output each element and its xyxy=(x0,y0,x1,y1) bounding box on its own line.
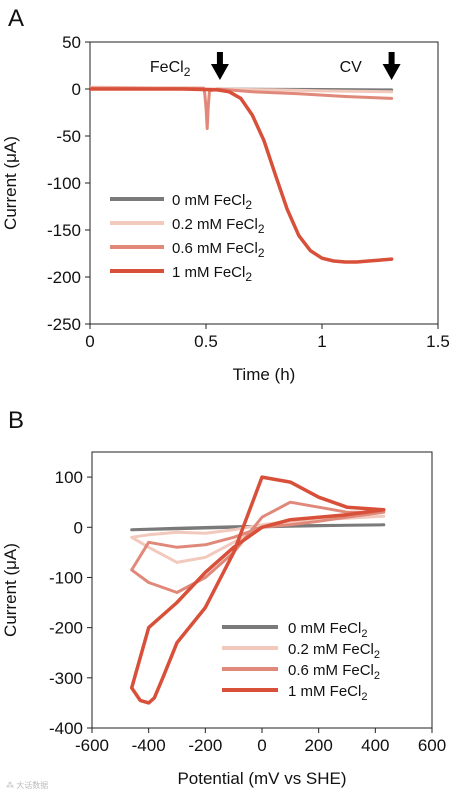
panel-label: A xyxy=(8,5,24,32)
legend-label-1: 0.2 mM FeCl2 xyxy=(288,641,380,661)
x-tick-label: -400 xyxy=(132,736,166,755)
legend-label-2: 0.6 mM FeCl2 xyxy=(172,240,265,260)
x-tick-label: -200 xyxy=(188,736,222,755)
x-tick-label: 0 xyxy=(257,736,266,755)
legend-label-3: 1 mM FeCl2 xyxy=(288,683,367,703)
y-tick-label: -200 xyxy=(49,619,83,638)
y-tick-label: 0 xyxy=(74,518,83,537)
legend-label-1: 0.2 mM FeCl2 xyxy=(172,216,265,236)
y-tick-label: -200 xyxy=(47,268,81,287)
y-axis-label: Current (μA) xyxy=(1,136,20,230)
panel-label: B xyxy=(8,407,24,434)
legend-label-0: 0 mM FeCl2 xyxy=(172,192,252,212)
annotation-label-1: CV xyxy=(340,59,363,76)
x-axis-label: Potential (mV vs SHE) xyxy=(177,769,346,788)
annotation-arrow xyxy=(382,52,401,80)
series-line-1 xyxy=(130,514,386,564)
y-tick-label: 0 xyxy=(72,80,81,99)
legend-label-3: 1 mM FeCl2 xyxy=(172,264,252,284)
y-tick-label: -250 xyxy=(47,315,81,334)
x-tick-label: 1.5 xyxy=(426,332,450,351)
annotation-label-0: FeCl2 xyxy=(150,59,191,79)
legend-label-2: 0.6 mM FeCl2 xyxy=(288,662,380,682)
series-line-3 xyxy=(129,475,386,705)
watermark: ⁂ 大话数据 xyxy=(6,780,48,790)
y-tick-label: -150 xyxy=(47,221,81,240)
series-line-3 xyxy=(90,87,394,264)
x-tick-label: 400 xyxy=(361,736,389,755)
y-tick-label: -100 xyxy=(49,568,83,587)
y-tick-label: -400 xyxy=(49,719,83,738)
x-axis-label: Time (h) xyxy=(233,365,296,384)
y-axis-label: Current (μA) xyxy=(1,543,20,637)
y-tick-label: -50 xyxy=(56,127,81,146)
x-tick-label: -600 xyxy=(75,736,109,755)
x-tick-label: 200 xyxy=(304,736,332,755)
annotation-arrow xyxy=(210,52,229,80)
y-tick-label: 100 xyxy=(55,468,83,487)
plot-frame xyxy=(89,41,439,325)
plot-frame xyxy=(91,451,433,729)
series-line-2 xyxy=(90,86,394,130)
y-tick-label: -300 xyxy=(49,669,83,688)
y-tick-label: -100 xyxy=(47,174,81,193)
x-tick-label: 0 xyxy=(85,332,94,351)
x-tick-label: 0.5 xyxy=(194,332,218,351)
series-line-0 xyxy=(130,523,386,532)
chart-panel-a: A 0 0.5 1 1.5 50 0 -50 -100 -150 -200 -250 Time (h) C… xyxy=(1,5,450,384)
legend-label-0: 0 mM FeCl2 xyxy=(288,620,367,640)
series-line-2 xyxy=(130,500,386,594)
x-tick-label: 1 xyxy=(317,332,326,351)
chart-panel-b: B-600 -400 -200 0 200 400 6001000-100-200-300-… xyxy=(1,407,446,788)
x-tick-label: 600 xyxy=(418,736,446,755)
y-tick-label: 50 xyxy=(62,33,81,52)
